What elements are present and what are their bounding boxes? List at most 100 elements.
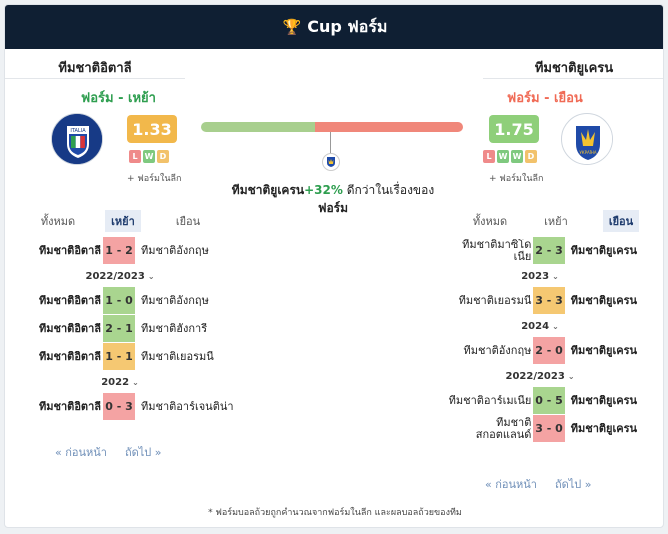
match-away-team: ทีมชาติยูเครน [570, 245, 638, 257]
season-label: 2022/2023 [505, 370, 565, 382]
comparison-subject: ฟอร์ม [317, 201, 349, 215]
match-away-team: ทีมชาติยูเครน [570, 345, 638, 357]
match-home-team: ทีมชาติอิตาลี [39, 295, 101, 307]
away-tab[interactable]: เหย้า [544, 215, 568, 228]
home-form-badge: L [129, 150, 141, 163]
home-match-row[interactable]: ทีมชาติอิตาลี 2 - 1 ทีมชาติฮังการี [25, 315, 243, 343]
match-score: 2 - 3 [533, 237, 565, 265]
match-score: 1 - 0 [103, 287, 135, 315]
home-tab[interactable]: เยือน [175, 215, 201, 228]
match-away-team: ทีมชาติอาร์เจนติน่า [141, 401, 234, 413]
away-match-row[interactable]: ทีมชาติสกอตแลนด์ 3 - 0 ทีมชาติยูเครน [445, 415, 663, 443]
home-match-row[interactable]: ทีมชาติอิตาลี 1 - 0 ทีมชาติอังกฤษ [25, 287, 243, 315]
home-form-label: ฟอร์ม - เหย้า [81, 91, 156, 106]
away-form-badge: W [497, 150, 509, 163]
cup-form-card: 🏆 Cup ฟอร์ม ทีมชาติอิตาลี ทีมชาติยูเครน … [4, 4, 664, 528]
home-rating: 1.33 [127, 115, 177, 143]
home-match-row[interactable]: ทีมชาติอิตาลี 1 - 1 ทีมชาติเยอรมนี [25, 343, 243, 371]
home-match-row[interactable]: ทีมชาติอิตาลี 0 - 3 ทีมชาติอาร์เจนติน่า [25, 393, 243, 421]
comparison-text: ทีมชาติยูเครน+32% ดีกว่าในเรื่องของ ฟอร์… [215, 181, 451, 217]
away-rating: 1.75 [489, 115, 539, 143]
away-season-header[interactable]: 2022/2023 ⌄ [445, 365, 663, 387]
ukraine-logo-text: УКРАЇНА [579, 150, 597, 155]
away-league-form-link[interactable]: + ฟอร์มในลีก [489, 174, 544, 184]
away-next-link[interactable]: ถัดไป » [554, 478, 592, 491]
match-home-team: ทีมชาติอาร์เมเนีย [448, 395, 532, 407]
footer-note: * ฟอร์มบอลถ้วยถูกคำนวณจากฟอร์มในลีก และผ… [208, 508, 462, 518]
home-team-name: ทีมชาติอิตาลี [5, 57, 185, 79]
home-season-header[interactable]: 2022 ⌄ [25, 371, 243, 393]
chevron-down-icon: ⌄ [552, 321, 559, 331]
away-prev-link[interactable]: « ก่อนหน้า [485, 478, 537, 491]
home-next-link[interactable]: ถัดไป » [124, 446, 162, 459]
match-home-team: ทีมชาติอิตาลี [39, 401, 101, 413]
home-league-form-link[interactable]: + ฟอร์มในลีก [127, 174, 182, 184]
italy-crest-icon: ITALIA [51, 113, 103, 165]
away-tab[interactable]: เยือน [603, 210, 639, 232]
match-away-team: ทีมชาติอังกฤษ [141, 245, 209, 257]
season-label: 2022 [101, 376, 130, 388]
away-form-badge: L [483, 150, 495, 163]
home-prev-link[interactable]: « ก่อนหน้า [55, 446, 107, 459]
home-season-header[interactable]: 2022/2023 ⌄ [25, 265, 243, 287]
italy-logo-text: ITALIA [70, 128, 86, 134]
home-tab[interactable]: เหย้า [105, 210, 141, 232]
card-title: Cup ฟอร์ม [307, 16, 388, 36]
match-away-team: ทีมชาติเยอรมนี [141, 351, 214, 363]
match-score: 2 - 1 [103, 315, 135, 343]
home-match-row[interactable]: ทีมชาติอิตาลี 1 - 2 ทีมชาติอังกฤษ [25, 237, 243, 265]
match-away-team: ทีมชาติอังกฤษ [141, 295, 209, 307]
card-header: 🏆 Cup ฟอร์ม [5, 5, 663, 49]
chevron-down-icon: ⌄ [132, 377, 139, 387]
away-form-badge: W [511, 150, 523, 163]
away-form-badge: D [525, 150, 537, 163]
match-score: 3 - 3 [533, 287, 565, 315]
match-away-team: ทีมชาติยูเครน [570, 423, 638, 435]
home-match-list: ทีมชาติอิตาลี 1 - 2 ทีมชาติอังกฤษ 2022/2023… [25, 237, 243, 421]
comparison-pointer [330, 132, 331, 154]
home-strength-bar [201, 122, 315, 132]
away-match-row[interactable]: ทีมชาติอังกฤษ 2 - 0 ทีมชาติยูเครน [445, 337, 663, 365]
trophy-icon: 🏆 [282, 18, 302, 36]
match-score: 1 - 1 [103, 343, 135, 371]
match-home-team: ทีมชาติสกอตแลนด์ [475, 417, 532, 441]
match-home-team: ทีมชาติเยอรมนี [458, 295, 532, 307]
comparison-percent: +32% [304, 183, 343, 197]
away-form-label: ฟอร์ม - เยือน [507, 91, 583, 106]
away-match-row[interactable]: ทีมชาติเยอรมนี 3 - 3 ทีมชาติยูเครน [445, 287, 663, 315]
home-tab[interactable]: ทั้งหมด [40, 215, 76, 228]
home-form-badge: W [143, 150, 155, 163]
chevron-down-icon: ⌄ [147, 271, 155, 281]
match-score: 0 - 3 [103, 393, 135, 421]
away-season-header[interactable]: 2024 ⌄ [445, 315, 663, 337]
season-label: 2024 [521, 320, 550, 332]
home-filter-tabs: ทั้งหมด เหย้า เยือน [25, 210, 221, 232]
away-strength-bar [315, 122, 463, 132]
away-team-name: ทีมชาติยูเครน [483, 57, 663, 79]
away-match-row[interactable]: ทีมชาติมาซิโดเนีย 2 - 3 ทีมชาติยูเครน [445, 237, 663, 265]
ukraine-mini-icon [322, 153, 340, 171]
away-match-row[interactable]: ทีมชาติอาร์เมเนีย 0 - 5 ทีมชาติยูเครน [445, 387, 663, 415]
season-label: 2022/2023 [85, 270, 145, 282]
match-score: 3 - 0 [533, 415, 565, 443]
away-match-list: ทีมชาติมาซิโดเนีย 2 - 3 ทีมชาติยูเครน 2023 ⌄… [445, 237, 663, 443]
chevron-down-icon: ⌄ [552, 271, 559, 281]
match-away-team: ทีมชาติฮังการี [141, 323, 208, 335]
match-away-team: ทีมชาติยูเครน [570, 395, 638, 407]
away-filter-tabs: ทั้งหมด เหย้า เยือน [457, 210, 653, 232]
chevron-down-icon: ⌄ [567, 371, 575, 381]
match-home-team: ทีมชาติอิตาลี [39, 323, 101, 335]
season-label: 2023 [521, 270, 550, 282]
away-pager: « ก่อนหน้า ถัดไป » [485, 475, 592, 493]
away-tab[interactable]: ทั้งหมด [472, 215, 508, 228]
match-home-team: ทีมชาติมาซิโดเนีย [462, 239, 532, 263]
comparison-team: ทีมชาติยูเครน [231, 183, 305, 197]
match-home-team: ทีมชาติอิตาลี [39, 245, 101, 257]
home-form-badge: D [157, 150, 169, 163]
match-home-team: ทีมชาติอังกฤษ [463, 345, 532, 357]
ukraine-crest-icon: УКРАЇНА [561, 113, 613, 165]
match-away-team: ทีมชาติยูเครน [570, 295, 638, 307]
match-home-team: ทีมชาติอิตาลี [39, 351, 101, 363]
away-season-header[interactable]: 2023 ⌄ [445, 265, 663, 287]
